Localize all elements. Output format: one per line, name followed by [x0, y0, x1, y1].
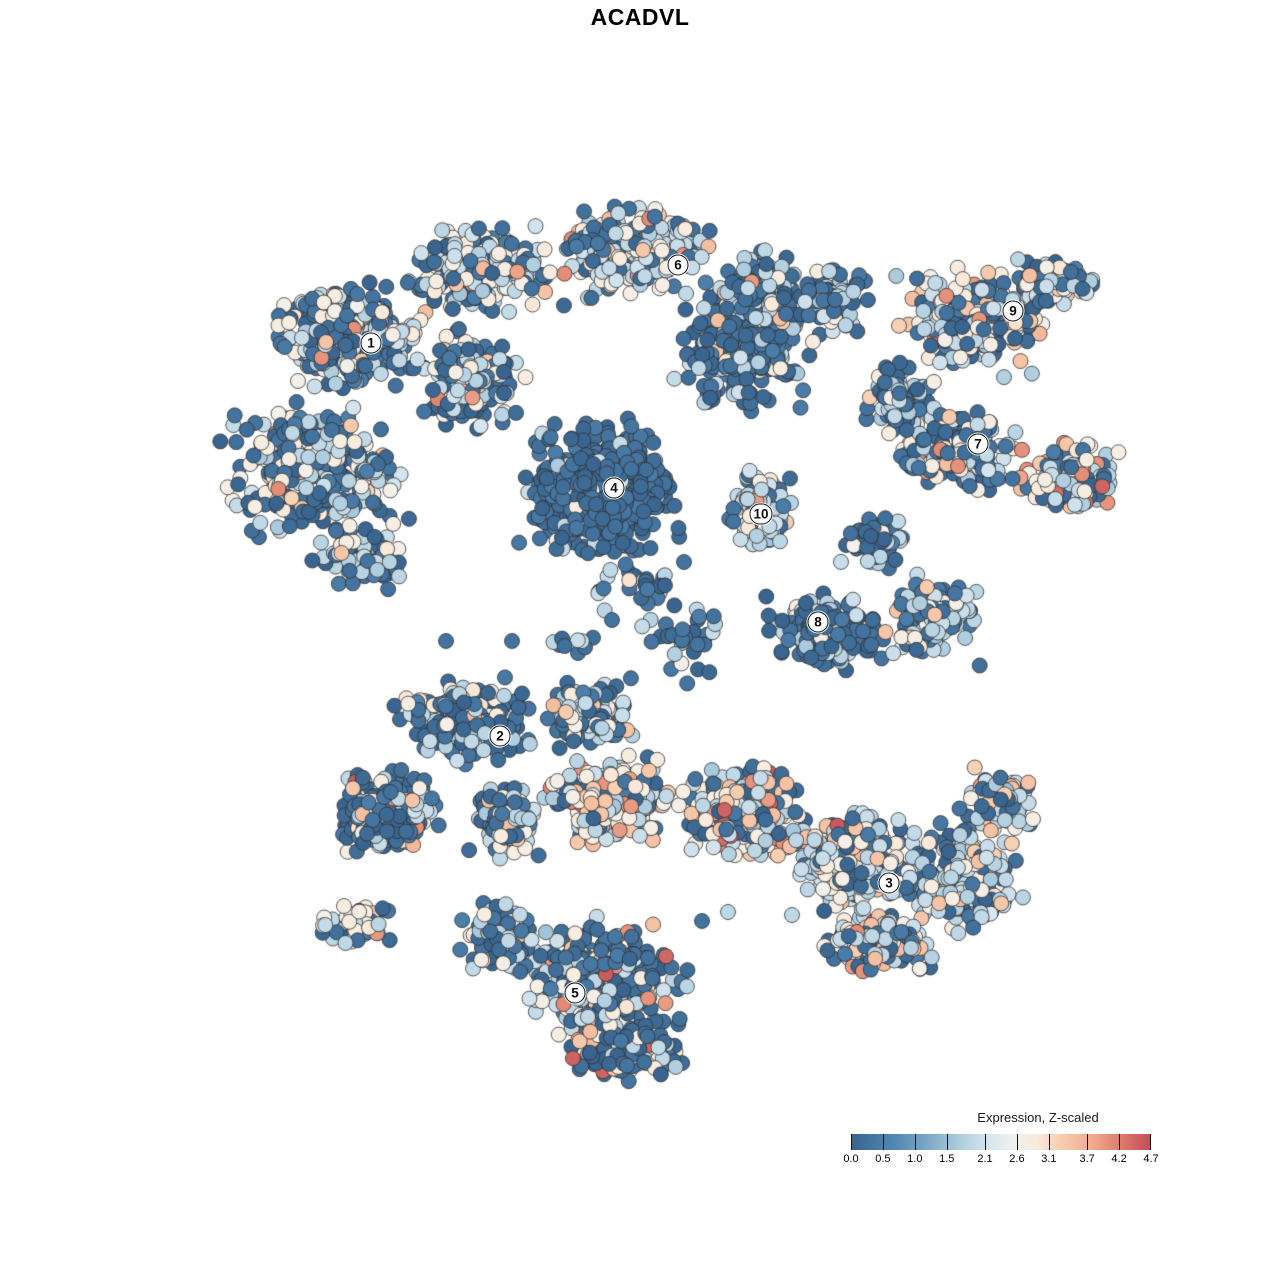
cluster-label-6: 6 [667, 254, 689, 276]
cluster-label-8: 8 [807, 611, 829, 633]
cluster-label-9: 9 [1002, 300, 1024, 322]
cluster-label-3: 3 [878, 872, 900, 894]
cluster-label-4: 4 [603, 477, 625, 499]
cluster-label-1: 1 [360, 332, 382, 354]
cluster-label-7: 7 [967, 433, 989, 455]
cluster-label-10: 10 [749, 503, 773, 525]
cluster-label-5: 5 [564, 982, 586, 1004]
cluster-label-2: 2 [489, 725, 511, 747]
